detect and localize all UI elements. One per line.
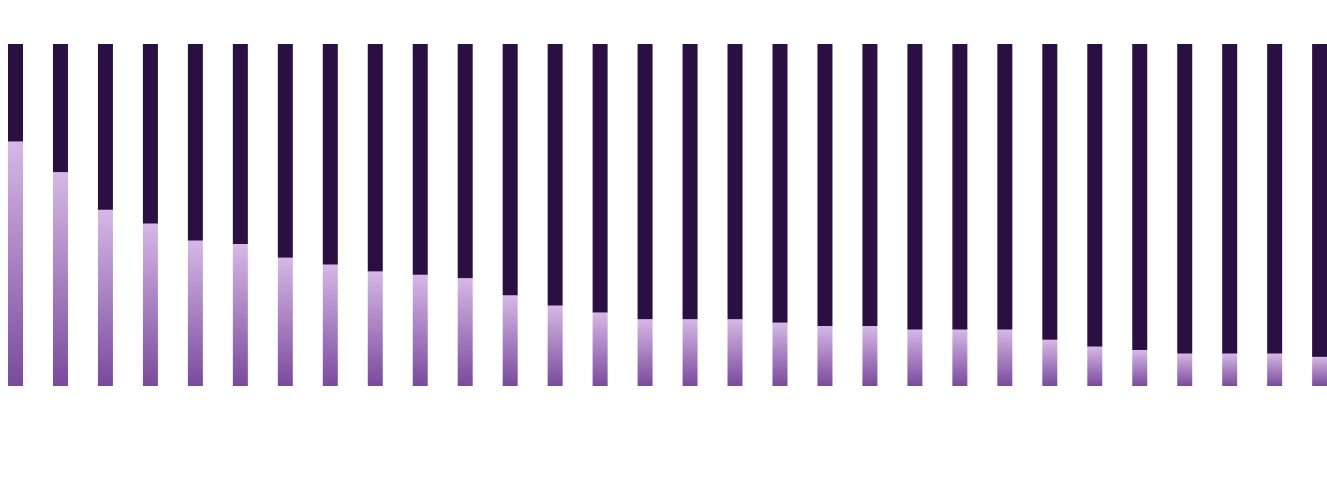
bar-lower-segment (817, 326, 833, 386)
bar-upper-segment (862, 44, 878, 327)
bar-upper-segment (367, 44, 383, 272)
bar-lower-segment (187, 240, 203, 386)
bar-upper-segment (1132, 44, 1148, 351)
bar-lower-segment (1177, 353, 1193, 386)
bar-upper-segment (997, 44, 1013, 330)
bar-upper-segment (457, 44, 473, 279)
bar-lower-segment (502, 295, 518, 386)
bar-upper-segment (97, 44, 113, 210)
bar-lower-segment (322, 264, 338, 386)
bar-lower-segment (1087, 346, 1103, 386)
bar-upper-segment (187, 44, 203, 241)
bar-upper-segment (1267, 44, 1283, 354)
bar-upper-segment (322, 44, 338, 265)
bar-lower-segment (637, 319, 653, 386)
bar-upper-segment (412, 44, 428, 275)
bar-upper-segment (52, 44, 68, 173)
bar-upper-segment (772, 44, 788, 323)
bar-upper-segment (1177, 44, 1193, 354)
plot-area (8, 44, 1327, 386)
bar-lower-segment (1312, 356, 1327, 386)
bar-upper-segment (682, 44, 698, 320)
bar-upper-segment (502, 44, 518, 296)
bar-upper-segment (277, 44, 293, 258)
bar-lower-segment (592, 312, 608, 386)
bar-upper-segment (547, 44, 563, 306)
bar-lower-segment (142, 223, 158, 386)
bar-lower-segment (1222, 353, 1238, 386)
bar-lower-segment (1132, 350, 1148, 386)
bar-lower-segment (1042, 339, 1058, 386)
bar-upper-segment (727, 44, 743, 320)
bar-upper-segment (592, 44, 608, 313)
bar-lower-segment (682, 319, 698, 386)
bar-upper-segment (1042, 44, 1058, 340)
bar-lower-segment (727, 319, 743, 386)
bar-upper-segment (1087, 44, 1103, 347)
bar-lower-segment (997, 329, 1013, 386)
bar-upper-segment (907, 44, 923, 330)
bar-upper-segment (1222, 44, 1238, 354)
bar-upper-segment (232, 44, 248, 245)
bar-lower-segment (367, 271, 383, 386)
bar-upper-segment (952, 44, 968, 330)
bar-lower-segment (772, 322, 788, 386)
bar-upper-segment (142, 44, 158, 224)
bar-lower-segment (412, 274, 428, 386)
bar-lower-segment (8, 141, 23, 386)
bar-lower-segment (1267, 353, 1283, 386)
bar-lower-segment (952, 329, 968, 386)
bar-lower-segment (277, 257, 293, 386)
bar-lower-segment (232, 244, 248, 386)
bar-lower-segment (457, 278, 473, 386)
bar-lower-segment (52, 172, 68, 386)
bar-upper-segment (637, 44, 653, 320)
bar-upper-segment (8, 44, 23, 142)
bar-lower-segment (97, 209, 113, 386)
bar-lower-segment (547, 305, 563, 386)
bar-upper-segment (817, 44, 833, 327)
bar-lower-segment (907, 329, 923, 386)
bar-upper-segment (1312, 44, 1327, 357)
bar-lower-segment (862, 326, 878, 386)
